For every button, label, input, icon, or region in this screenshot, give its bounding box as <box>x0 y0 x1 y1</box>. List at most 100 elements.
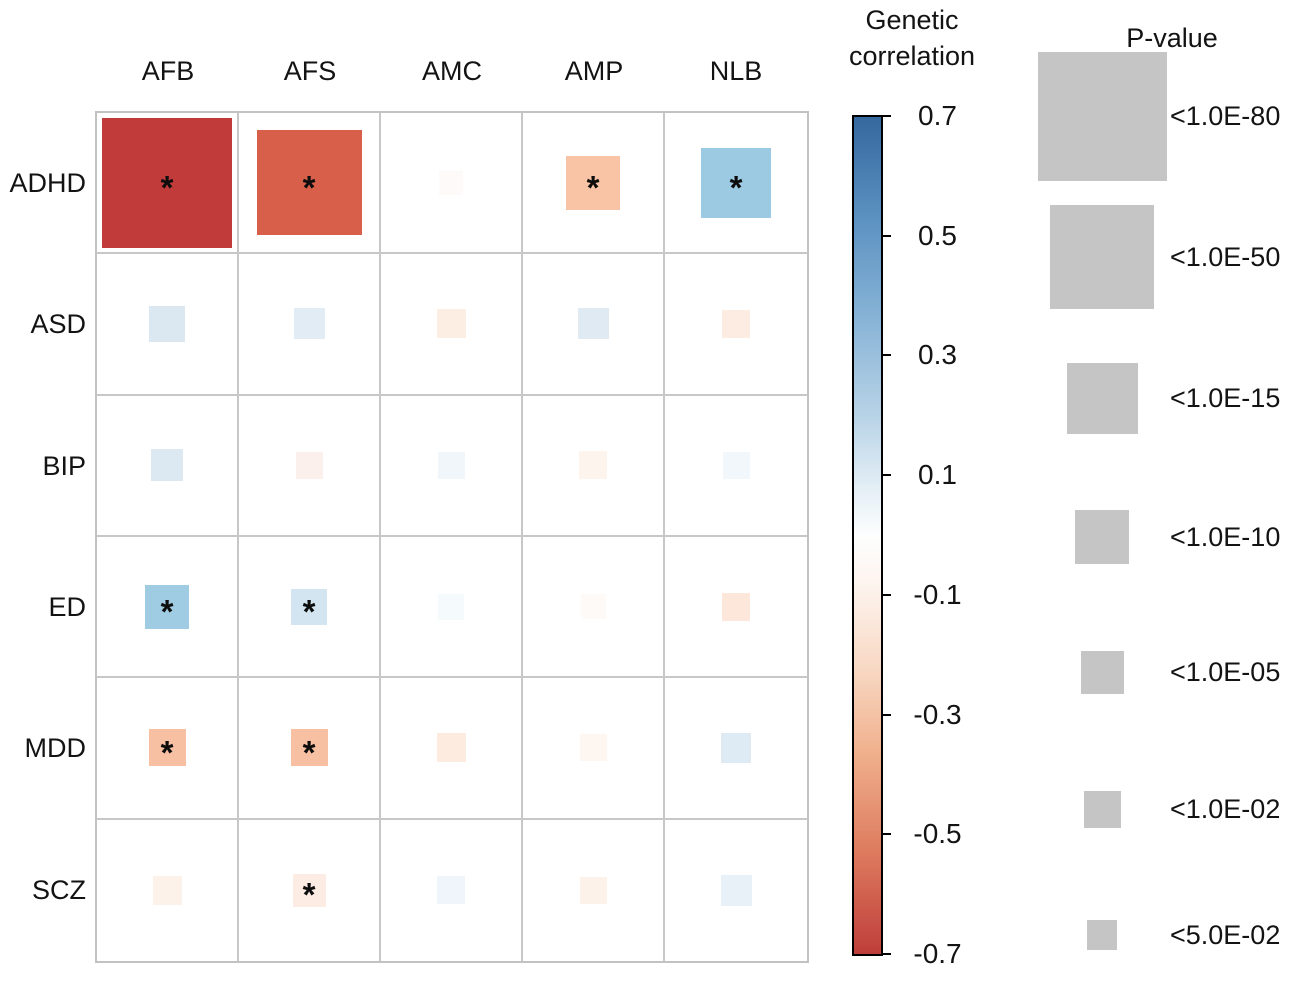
colorbar-tick-label: -0.5 <box>913 818 962 850</box>
square-ed-afb: * <box>145 584 189 630</box>
colorbar-tick-label: 0.7 <box>918 100 957 131</box>
cell-ed-amc <box>381 536 523 679</box>
square-ed-amc <box>438 593 464 620</box>
square-bip-afb <box>151 449 183 482</box>
row-label-scz: SCZ <box>32 874 86 905</box>
cell-mdd-afb: * <box>97 678 239 820</box>
cell-scz-afb <box>97 819 239 961</box>
colorbar-tick <box>883 474 891 477</box>
significance-asterisk: * <box>586 168 600 206</box>
colorbar-tick <box>883 234 891 237</box>
row-label-adhd: ADHD <box>9 168 86 199</box>
cell-adhd-afb: * <box>97 113 239 255</box>
column-header-nlb: NLB <box>709 56 763 86</box>
square-mdd-nlb <box>721 732 751 763</box>
pvalue-legend-label: <5.0E-02 <box>1170 920 1281 950</box>
colorbar-tick-label: 0.1 <box>918 459 957 491</box>
colorbar-tick <box>883 593 891 596</box>
square-asd-afs <box>293 308 325 340</box>
square-adhd-afb: * <box>102 117 232 248</box>
cell-asd-afs <box>239 254 381 396</box>
cell-adhd-amc <box>381 113 523 255</box>
significance-asterisk: * <box>729 168 743 206</box>
cell-bip-nlb <box>665 395 807 537</box>
column-header-amc: AMC <box>422 56 482 86</box>
square-asd-afb <box>149 305 185 342</box>
cell-mdd-amc <box>381 678 523 820</box>
significance-asterisk: * <box>302 592 316 630</box>
cell-adhd-amp: * <box>523 113 665 255</box>
pvalue-legend-title: P-value <box>1126 23 1218 53</box>
correlation-matrix: * * * * * * * * * <box>95 111 809 963</box>
cell-bip-amp <box>523 395 665 537</box>
colorbar-title-line2: correlation <box>848 41 976 71</box>
significance-asterisk: * <box>160 734 174 772</box>
row-label-bip: BIP <box>42 450 86 481</box>
square-ed-amp <box>580 594 606 620</box>
colorbar-tick <box>883 833 891 836</box>
row-label-asd: ASD <box>30 309 86 340</box>
square-mdd-afs: * <box>290 729 328 772</box>
square-scz-nlb <box>720 874 752 906</box>
cell-asd-afb <box>97 254 239 396</box>
square-bip-afs <box>295 451 323 479</box>
cell-ed-amp <box>523 536 665 679</box>
pvalue-legend-label: <1.0E-50 <box>1170 242 1281 272</box>
colorbar-tick <box>883 953 891 955</box>
square-adhd-nlb: * <box>701 147 771 218</box>
pvalue-legend-square <box>1083 790 1121 828</box>
cell-scz-afs: * <box>239 819 381 961</box>
square-adhd-amc <box>439 170 463 195</box>
colorbar-gradient <box>852 115 883 956</box>
square-ed-nlb <box>722 592 750 621</box>
significance-asterisk: * <box>302 168 316 206</box>
row-label-mdd: MDD <box>24 733 87 764</box>
pvalue-legend-label: <1.0E-15 <box>1170 383 1281 413</box>
colorbar-tick-label: -0.7 <box>913 938 962 969</box>
square-adhd-afs: * <box>256 130 362 236</box>
significance-asterisk: * <box>302 876 316 914</box>
cell-bip-afs <box>239 395 381 537</box>
pvalue-legend-square <box>1087 920 1117 950</box>
row-label-ed: ED <box>48 592 86 623</box>
colorbar-title-line1: Genetic <box>865 5 959 35</box>
significance-asterisk: * <box>160 592 174 630</box>
square-bip-nlb <box>722 451 750 479</box>
square-scz-afb <box>152 875 182 905</box>
colorbar-title: Genetic correlation <box>832 2 992 74</box>
square-asd-amp <box>577 308 609 340</box>
square-bip-amc <box>437 451 465 479</box>
square-scz-amp <box>579 876 607 904</box>
pvalue-legend-square <box>1050 205 1154 309</box>
colorbar-tick <box>883 354 891 357</box>
cell-scz-amp <box>523 819 665 961</box>
cell-ed-afb: * <box>97 536 239 679</box>
cell-adhd-nlb: * <box>665 113 807 255</box>
pvalue-legend-label: <1.0E-05 <box>1170 657 1281 687</box>
cell-bip-amc <box>381 395 523 537</box>
cell-adhd-afs: * <box>239 113 381 255</box>
pvalue-legend-label: <1.0E-80 <box>1170 101 1281 131</box>
square-scz-amc <box>437 876 465 905</box>
cell-asd-nlb <box>665 254 807 396</box>
square-scz-afs: * <box>292 873 326 911</box>
square-mdd-amc <box>436 733 466 763</box>
column-header-amp: AMP <box>564 56 624 86</box>
colorbar-tick-label: -0.3 <box>913 698 962 730</box>
cell-scz-amc <box>381 819 523 961</box>
cell-ed-afs: * <box>239 536 381 679</box>
pvalue-legend-label: <1.0E-02 <box>1170 794 1281 824</box>
pvalue-legend-square <box>1066 362 1138 434</box>
cell-mdd-nlb <box>665 678 807 820</box>
column-header-afs: AFS <box>283 56 337 86</box>
square-adhd-amp: * <box>566 155 620 210</box>
square-asd-nlb <box>722 309 750 338</box>
significance-asterisk: * <box>302 734 316 772</box>
cell-mdd-afs: * <box>239 678 381 820</box>
cell-asd-amp <box>523 254 665 396</box>
cell-asd-amc <box>381 254 523 396</box>
colorbar-tick-label: 0.5 <box>918 219 957 251</box>
cell-scz-nlb <box>665 819 807 961</box>
pvalue-legend-square <box>1037 51 1167 181</box>
